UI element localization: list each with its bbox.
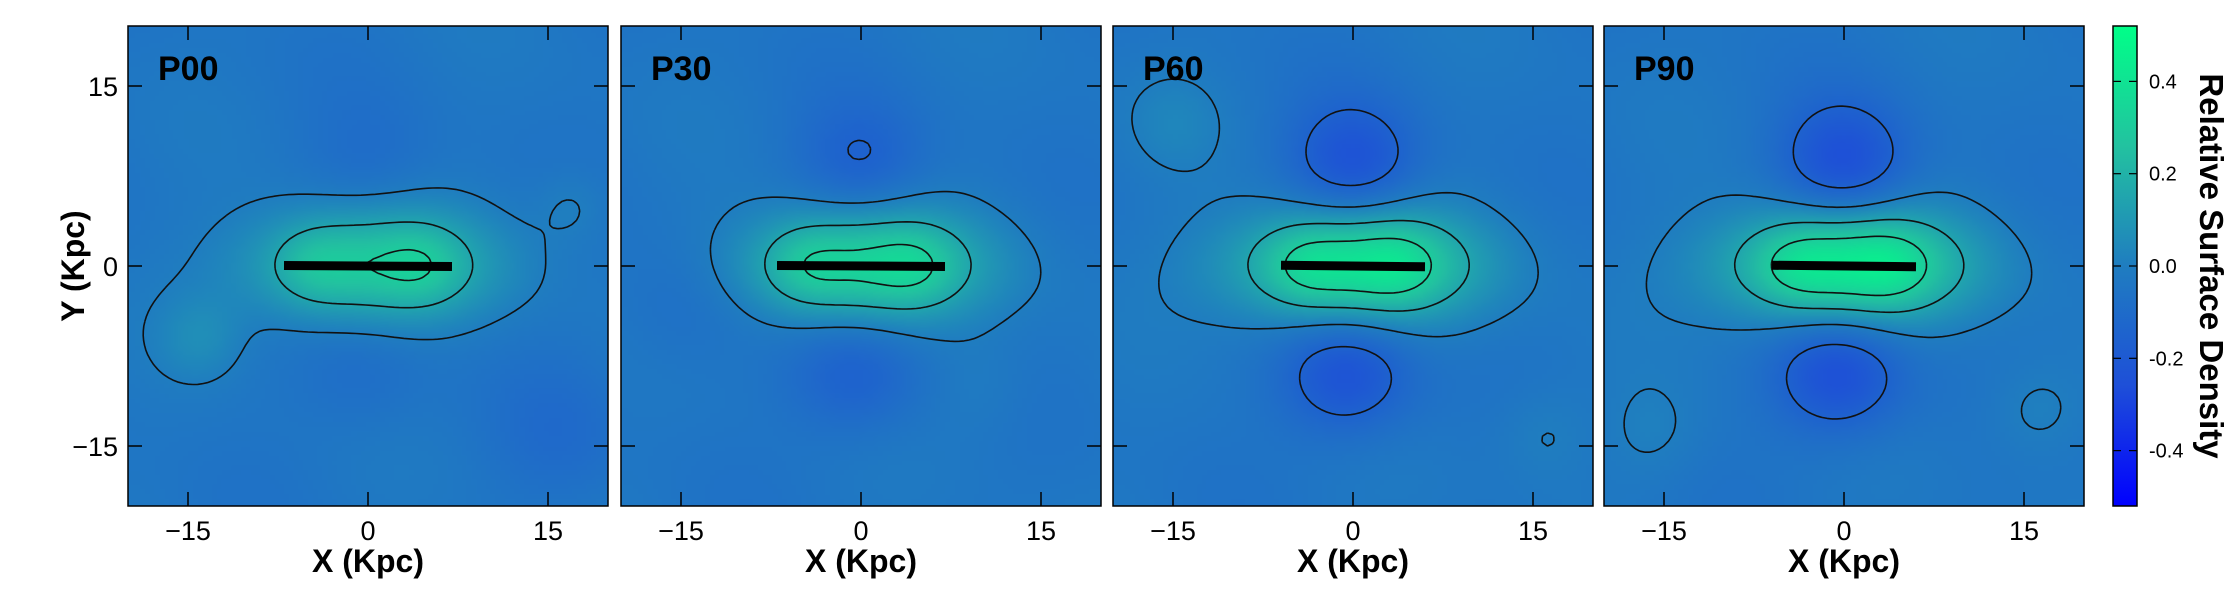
bar-line — [283, 261, 453, 271]
colorbar-tick-label: 0.4 — [2149, 71, 2177, 93]
panel-p90: −15 0 15 P90 X (Kpc) — [1603, 25, 2085, 579]
x-tick-label: 15 — [1026, 516, 1056, 546]
x-tick-label: 0 — [360, 516, 375, 546]
contour-line — [274, 221, 474, 309]
y-tick-label: 0 — [103, 252, 118, 282]
x-tick-label: −15 — [165, 516, 211, 546]
x-axis-label: X (Kpc) — [312, 543, 424, 579]
panel-label: P00 — [158, 50, 219, 88]
colorbar-tick-label: 0.2 — [2149, 164, 2177, 186]
panel-p60: −15 0 15 P60 X (Kpc) — [1112, 25, 1594, 579]
bar-line — [776, 261, 946, 271]
colorbar-label: Relative Surface Density — [2193, 73, 2230, 459]
x-tick-label: 15 — [1518, 516, 1548, 546]
bar-line — [1280, 260, 1426, 272]
contour-line — [1623, 191, 2062, 453]
contour-line — [1770, 235, 1928, 297]
x-tick-label: 0 — [1836, 516, 1851, 546]
panel-p30: −15 0 15 P30 X (Kpc) — [620, 25, 1102, 579]
contour-line — [1131, 78, 1555, 447]
contour-line — [764, 221, 972, 310]
colorbar-tick-label: -0.4 — [2149, 441, 2183, 463]
x-axis-label: X (Kpc) — [1788, 543, 1900, 579]
contour-line — [1247, 219, 1470, 312]
x-tick-label: −15 — [658, 516, 704, 546]
x-tick-label: 0 — [853, 516, 868, 546]
y-axis-label: Y (Kpc) — [55, 210, 91, 321]
x-tick-label: 15 — [533, 516, 563, 546]
y-tick-label: 15 — [88, 72, 118, 102]
y-tick-label: −15 — [72, 432, 118, 462]
x-tick-label: 0 — [1345, 516, 1360, 546]
x-tick-label: 15 — [2009, 516, 2039, 546]
contour-line — [847, 139, 872, 161]
bar-line — [1771, 260, 1917, 272]
contour-line — [1785, 105, 1894, 420]
contour-line — [1298, 108, 1399, 416]
contour-line — [142, 187, 581, 386]
contour-line — [1284, 237, 1433, 294]
panel-label: P90 — [1634, 50, 1695, 88]
colorbar-tick-label: -0.2 — [2149, 348, 2183, 370]
panel-label: P60 — [1143, 50, 1204, 88]
colorbar: 0.4 0.2 0.0 -0.2 -0.4 Relative Surface Densi… — [2112, 25, 2230, 507]
x-axis-label: X (Kpc) — [1297, 543, 1409, 579]
x-axis-label: X (Kpc) — [805, 543, 917, 579]
x-tick-label: −15 — [1150, 516, 1196, 546]
panel-p00: −15 0 15 15 0 −15 P00 X (Kpc) Y (Kpc) — [55, 25, 609, 579]
colorbar-tick-label: 0.0 — [2149, 256, 2177, 278]
x-tick-label: −15 — [1641, 516, 1687, 546]
contour-line — [709, 190, 1042, 343]
panel-label: P30 — [651, 50, 712, 88]
contour-line — [1733, 218, 1965, 314]
